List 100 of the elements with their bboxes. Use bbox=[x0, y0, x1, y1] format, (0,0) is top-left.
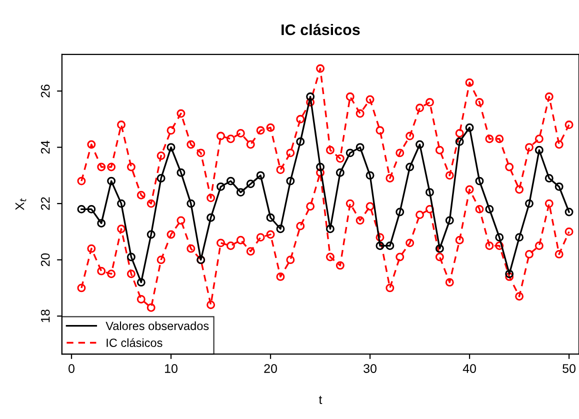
point bbox=[396, 252, 404, 262]
point bbox=[505, 162, 514, 172]
y-tick-label: 26 bbox=[40, 84, 50, 98]
point bbox=[136, 278, 146, 287]
point bbox=[296, 222, 305, 230]
point bbox=[216, 132, 226, 140]
point bbox=[326, 146, 334, 154]
point bbox=[525, 143, 534, 152]
point bbox=[475, 176, 484, 186]
point bbox=[236, 236, 245, 244]
point bbox=[316, 162, 325, 172]
point bbox=[336, 261, 344, 270]
x-axis-title: t bbox=[318, 396, 322, 404]
point bbox=[406, 238, 414, 248]
point bbox=[386, 284, 394, 292]
point bbox=[554, 250, 564, 258]
point bbox=[266, 230, 275, 239]
point bbox=[485, 134, 494, 144]
y-axis-title: X$_{t}$ bbox=[15, 198, 26, 210]
point bbox=[426, 98, 434, 107]
point bbox=[206, 300, 216, 310]
point bbox=[564, 120, 574, 130]
point bbox=[366, 202, 374, 211]
point bbox=[515, 233, 524, 242]
point bbox=[256, 171, 265, 180]
point bbox=[77, 176, 86, 186]
point bbox=[306, 98, 315, 107]
point bbox=[156, 256, 166, 264]
point bbox=[356, 216, 364, 225]
point bbox=[515, 185, 524, 194]
point bbox=[564, 208, 574, 216]
point bbox=[186, 199, 196, 208]
point bbox=[87, 204, 96, 214]
point bbox=[426, 188, 434, 197]
point bbox=[276, 272, 285, 281]
y-tick-label: 18 bbox=[40, 310, 50, 322]
point bbox=[266, 123, 275, 132]
point bbox=[256, 126, 265, 135]
point bbox=[107, 270, 116, 278]
point bbox=[386, 242, 394, 250]
point bbox=[146, 230, 156, 239]
point bbox=[554, 182, 564, 191]
point bbox=[306, 92, 315, 101]
point bbox=[534, 134, 544, 144]
x-tick-label: 30 bbox=[364, 364, 376, 373]
point bbox=[186, 140, 196, 149]
point bbox=[176, 216, 186, 225]
point bbox=[206, 213, 216, 222]
point bbox=[236, 188, 245, 197]
point bbox=[416, 210, 424, 220]
point bbox=[316, 64, 325, 73]
point bbox=[505, 272, 514, 281]
point bbox=[544, 92, 554, 101]
point bbox=[455, 137, 464, 146]
point bbox=[206, 194, 216, 202]
point bbox=[246, 180, 255, 188]
point bbox=[396, 148, 404, 158]
point bbox=[117, 120, 126, 130]
point bbox=[396, 208, 404, 216]
point bbox=[156, 174, 166, 182]
point bbox=[216, 238, 226, 248]
point bbox=[386, 174, 394, 182]
point bbox=[196, 148, 206, 158]
y-tick-label: 22 bbox=[40, 197, 50, 210]
point bbox=[286, 148, 295, 158]
point bbox=[256, 233, 265, 242]
point bbox=[146, 303, 156, 312]
point bbox=[465, 78, 474, 87]
point bbox=[515, 292, 524, 301]
point bbox=[226, 242, 235, 250]
point bbox=[226, 176, 235, 186]
point bbox=[316, 168, 325, 177]
point bbox=[77, 284, 86, 292]
point bbox=[346, 199, 354, 208]
point bbox=[485, 242, 494, 250]
point bbox=[296, 137, 305, 146]
point bbox=[166, 230, 176, 239]
point bbox=[97, 162, 106, 172]
point bbox=[356, 143, 364, 152]
point bbox=[117, 224, 126, 234]
point bbox=[176, 109, 186, 118]
x-tick-label: 10 bbox=[165, 364, 178, 373]
point bbox=[166, 143, 176, 152]
x-tick-label: 0 bbox=[68, 364, 74, 373]
legend-label: Valores observados bbox=[106, 321, 209, 330]
point bbox=[97, 266, 106, 276]
point bbox=[455, 128, 464, 138]
point bbox=[276, 224, 285, 234]
point bbox=[534, 146, 544, 154]
point bbox=[525, 250, 534, 258]
point bbox=[246, 247, 255, 256]
point bbox=[107, 176, 116, 186]
point bbox=[376, 126, 384, 135]
point bbox=[186, 244, 196, 253]
point bbox=[485, 204, 494, 214]
x-tick-label: 20 bbox=[264, 364, 277, 373]
y-tick-label: 24 bbox=[40, 140, 50, 154]
point bbox=[97, 219, 106, 228]
point bbox=[406, 132, 414, 140]
point bbox=[336, 168, 344, 177]
